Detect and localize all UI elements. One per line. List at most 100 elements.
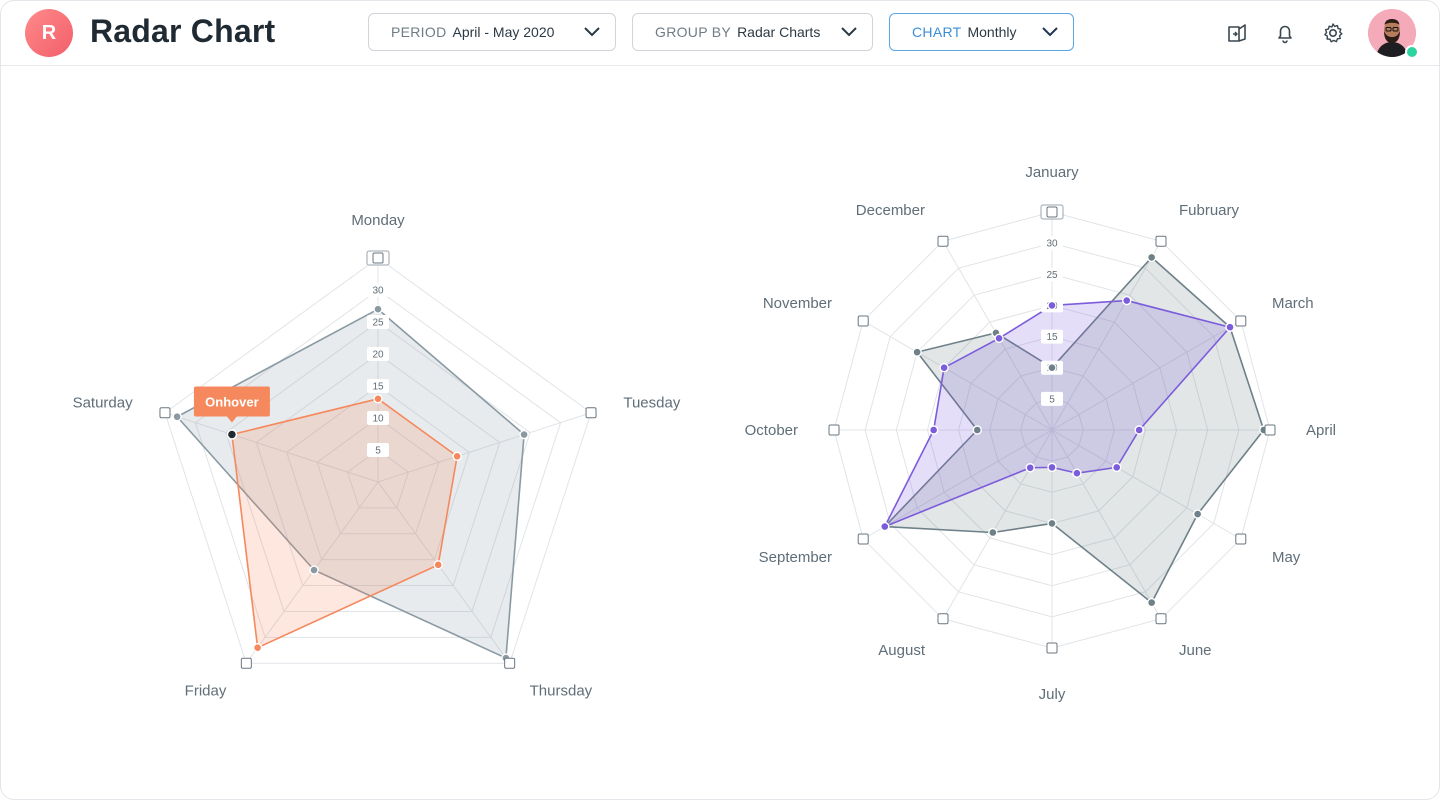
export-icon[interactable]: [1225, 21, 1249, 45]
axis-end-marker[interactable]: [159, 407, 171, 419]
axis-label-august: August: [878, 642, 926, 659]
grid-spoke: [942, 429, 1053, 620]
grid-spoke: [1051, 429, 1162, 620]
axis-end-marker[interactable]: [240, 657, 252, 669]
axis-label-september: September: [759, 549, 832, 566]
data-point[interactable]: [1134, 425, 1144, 435]
axis-label-march: March: [1272, 295, 1314, 312]
axis-label-saturday: Saturday: [73, 394, 134, 411]
app-logo[interactable]: R: [25, 9, 73, 57]
online-status-indicator: [1405, 45, 1419, 59]
hovered-point[interactable]: [226, 429, 238, 440]
data-point[interactable]: [1122, 295, 1132, 306]
series-orange: [231, 397, 458, 649]
tick-label: 20: [372, 350, 384, 361]
group-by-dropdown[interactable]: GROUP BY Radar Charts: [632, 13, 873, 51]
data-point[interactable]: [939, 363, 949, 373]
data-point[interactable]: [972, 425, 982, 435]
tick-label-bg: [1041, 267, 1063, 282]
data-point[interactable]: [373, 304, 383, 314]
data-point[interactable]: [928, 425, 939, 435]
data-point[interactable]: [1225, 322, 1235, 332]
grid-spoke: [377, 412, 592, 483]
axis-label-friday: Friday: [185, 683, 227, 700]
tick-label-bg: [367, 283, 389, 297]
period-dropdown[interactable]: PERIOD April - May 2020: [368, 13, 616, 51]
data-point[interactable]: [988, 527, 998, 538]
axis-end-marker[interactable]: [504, 657, 516, 669]
bell-icon[interactable]: [1273, 21, 1297, 45]
chart-dropdown[interactable]: CHART Monthly: [889, 13, 1074, 51]
tick-label: 30: [372, 286, 384, 297]
data-point[interactable]: [452, 451, 462, 461]
axis-end-marker[interactable]: [857, 315, 869, 327]
chart-label: CHART: [912, 24, 962, 40]
grid-ring: [255, 353, 501, 587]
axis-end-marker[interactable]: [372, 252, 384, 264]
data-point[interactable]: [433, 560, 443, 570]
axis-label-january: January: [1025, 164, 1079, 181]
gear-icon[interactable]: [1321, 21, 1345, 45]
axis-label-thursday: Thursday: [530, 683, 593, 700]
data-point[interactable]: [1112, 462, 1122, 473]
axis-end-marker[interactable]: [1264, 424, 1276, 436]
data-point[interactable]: [1047, 462, 1057, 473]
axis-end-marker[interactable]: [1235, 533, 1247, 545]
data-point[interactable]: [1047, 300, 1057, 311]
axis-end-marker[interactable]: [937, 235, 949, 247]
axis-label-december: December: [856, 202, 925, 219]
series-points-purple: [880, 295, 1235, 532]
weekly-radar-chart: 5101520253035MondayTuesdayThursdayFriday…: [73, 212, 681, 700]
tooltip-arrow: [226, 416, 237, 423]
axis-label-june: June: [1179, 642, 1212, 659]
data-point[interactable]: [1192, 509, 1203, 519]
avatar[interactable]: [1368, 9, 1416, 57]
data-point[interactable]: [172, 412, 182, 422]
data-point[interactable]: [1146, 252, 1157, 263]
tick-label: 15: [1046, 332, 1058, 343]
series-area: [231, 397, 458, 649]
data-point[interactable]: [1146, 597, 1157, 608]
tooltip-text: Onhover: [205, 395, 258, 410]
axis-end-marker[interactable]: [1046, 642, 1058, 654]
data-point[interactable]: [1047, 363, 1057, 373]
axis-label-may: May: [1272, 549, 1301, 566]
data-point[interactable]: [373, 394, 383, 404]
axis-end-marker[interactable]: [1235, 315, 1247, 327]
tick-label-bg: [367, 443, 389, 457]
chevron-down-icon: [841, 27, 857, 37]
axis-end-marker[interactable]: [937, 613, 949, 625]
data-point[interactable]: [912, 347, 922, 357]
grid-spoke: [377, 481, 511, 664]
tick-label-bg: [367, 411, 389, 425]
data-point[interactable]: [309, 565, 319, 575]
axis-end-marker[interactable]: [828, 424, 840, 436]
axis-end-marker[interactable]: [1155, 235, 1167, 247]
data-point[interactable]: [1072, 468, 1082, 478]
axis-end-marker[interactable]: [857, 533, 869, 545]
chevron-down-icon: [584, 27, 600, 37]
axis-end-marker[interactable]: [1046, 206, 1058, 218]
hover-tooltip: Onhover: [193, 386, 270, 440]
data-point[interactable]: [1025, 463, 1035, 473]
data-point[interactable]: [252, 642, 263, 653]
axis-end-marker[interactable]: [585, 407, 597, 419]
axis-end-marker[interactable]: [1155, 613, 1167, 625]
tick-label: 25: [1046, 270, 1058, 281]
tick-label: 30: [1046, 239, 1058, 250]
grid-spoke: [1051, 429, 1242, 540]
data-point[interactable]: [519, 429, 529, 440]
data-point[interactable]: [994, 333, 1004, 344]
data-point[interactable]: [880, 521, 890, 532]
grid-ring: [316, 417, 440, 535]
tick-label: 15: [372, 382, 384, 393]
data-point[interactable]: [1047, 518, 1057, 529]
tick-label: 10: [372, 414, 384, 425]
axis-label-fubruary: Fubruary: [1179, 202, 1240, 219]
group-by-value: Radar Charts: [737, 24, 821, 40]
period-value: April - May 2020: [452, 24, 555, 40]
axis-label-monday: Monday: [351, 212, 405, 229]
axis-label-tuesday: Tuesday: [623, 394, 680, 411]
grid-ring: [286, 385, 470, 561]
